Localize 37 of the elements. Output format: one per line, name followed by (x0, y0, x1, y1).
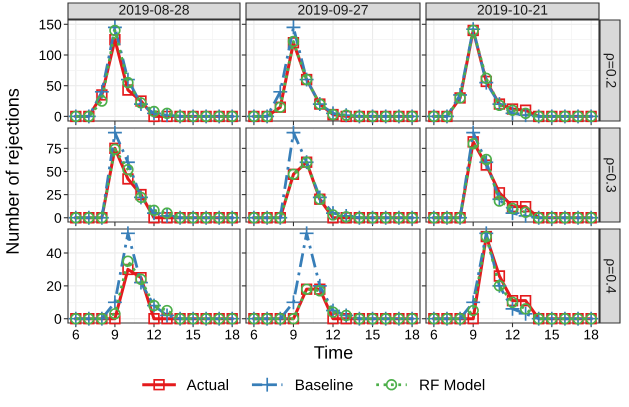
y-tick-label: 75 (47, 144, 62, 154)
chart-title: 2019-10-21 (478, 4, 548, 15)
y-tick-label: 0 (54, 213, 62, 223)
legend-label: Baseline (296, 379, 353, 390)
x-tick-label: 18 (226, 330, 240, 340)
y-tick-label: 50 (46, 166, 62, 177)
chart-title: 2019-09-27 (298, 4, 368, 15)
x-tick-label: 9 (470, 330, 476, 340)
x-tick-label: 6 (72, 330, 80, 340)
x-tick-label: 15 (366, 330, 380, 340)
y-axis-title: Number of rejections (6, 88, 22, 254)
y2-axis-title: ρ=0.4 (604, 259, 616, 294)
legend-label: RF Model (420, 379, 484, 390)
x-tick-label: 6 (430, 330, 438, 340)
x-tick-label: 12 (326, 330, 340, 340)
x-tick-label: 18 (584, 330, 598, 340)
y-tick-label: 0 (54, 112, 62, 122)
x-tick-label: 12 (506, 330, 520, 340)
x-tick-label: 9 (290, 330, 297, 340)
x-tick-label: 15 (186, 330, 200, 340)
x-axis-title: Time (314, 346, 352, 359)
x-tick-label: 12 (147, 330, 162, 340)
x-tick-label: 18 (405, 330, 420, 340)
y-tick-label: 20 (47, 281, 62, 292)
x-tick-label: 6 (250, 330, 258, 340)
chart-title: 2019-08-28 (119, 4, 189, 15)
x-tick-label: 9 (112, 330, 118, 340)
y2-axis-title: ρ=0.3 (604, 158, 616, 192)
legend-label: Actual (186, 379, 228, 390)
y-tick-label: 50 (46, 81, 62, 91)
y-tick-label: 150 (40, 20, 62, 30)
y-tick-label: 0 (54, 314, 62, 324)
x-tick-label: 15 (545, 330, 559, 340)
y2-axis-title: ρ=0.2 (604, 54, 616, 88)
y-tick-label: 25 (47, 190, 62, 200)
y-tick-label: 100 (40, 50, 62, 60)
y-tick-label: 40 (46, 248, 62, 258)
